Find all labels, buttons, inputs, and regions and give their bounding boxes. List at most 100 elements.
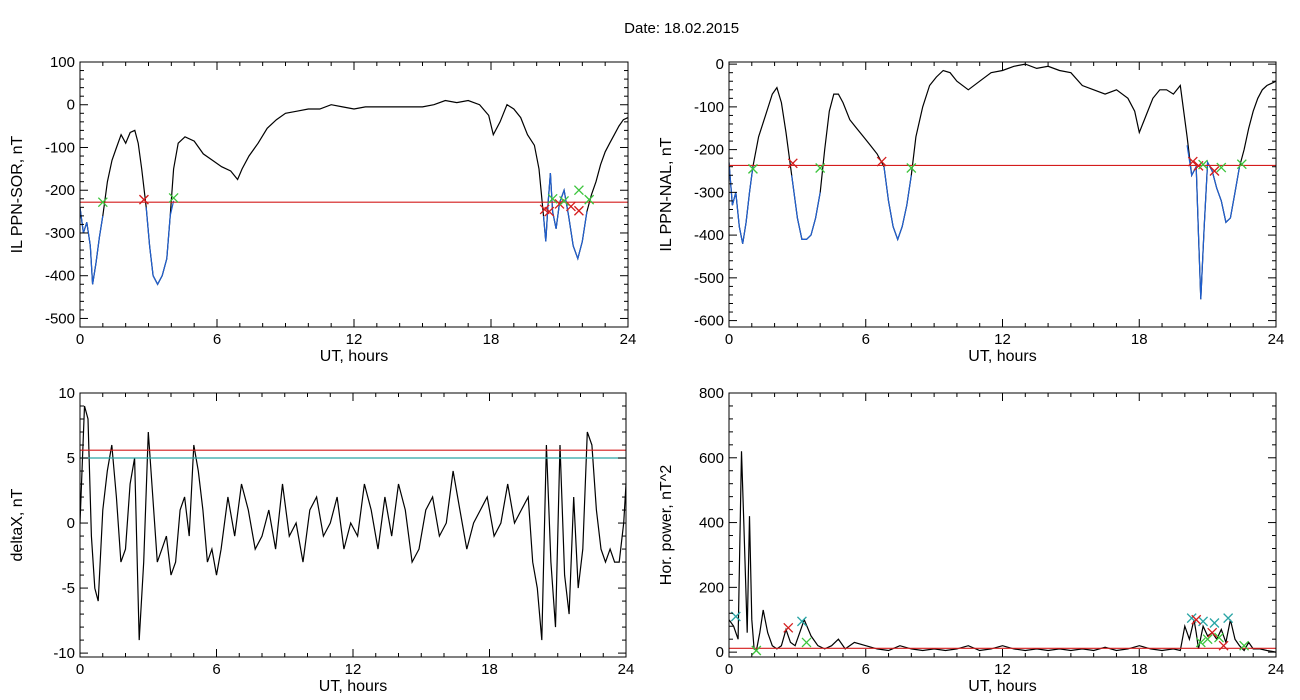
- plot-panel-4: 0 6 12 18 24 0 200 400 600 800 UT, hours Hor. power…: [658, 385, 1284, 695]
- x-axis-title: UT, hours: [968, 678, 1036, 695]
- y-tick-label: -10: [53, 645, 75, 662]
- x-tick-label: 12: [346, 331, 363, 348]
- y-tick-label: -400: [694, 227, 724, 244]
- x-tick-label: 24: [1268, 331, 1285, 348]
- y-tick-label: 10: [58, 385, 75, 402]
- y-tick-label: -5: [62, 580, 75, 597]
- y-tick-label: 0: [67, 97, 75, 114]
- x-tick-label: 6: [862, 331, 870, 348]
- data-point-marker: [573, 185, 584, 196]
- data-point-marker: [747, 163, 758, 174]
- y-axis-title: IL PPN-NAL, nT: [658, 137, 675, 251]
- series-line-4: [883, 166, 912, 242]
- y-tick-label: 400: [699, 515, 724, 532]
- data-point-marker: [1187, 156, 1198, 167]
- data-point-marker: [1214, 632, 1224, 643]
- data-point-marker: [751, 645, 762, 656]
- y-tick-label: -200: [694, 142, 724, 159]
- x-tick-label: 18: [1131, 661, 1148, 678]
- data-point-marker: [1202, 634, 1213, 645]
- data-point-marker: [796, 616, 807, 627]
- data-point-marker: [1195, 637, 1206, 648]
- y-tick-label: -300: [694, 184, 724, 201]
- data-point-marker: [906, 163, 917, 173]
- figure-title-prefix: Date:: [624, 20, 660, 37]
- x-axis-title: UT, hours: [319, 678, 387, 695]
- data-point-marker: [559, 195, 570, 206]
- data-point-marker: [138, 194, 149, 205]
- series-line-1: [80, 99, 628, 286]
- x-tick-label: 6: [212, 661, 220, 678]
- data-point-marker: [565, 201, 576, 212]
- y-tick-label: -400: [45, 268, 75, 285]
- data-point-marker: [815, 163, 826, 173]
- y-tick-label: -100: [45, 139, 75, 156]
- data-point-marker: [1207, 627, 1218, 638]
- plot-panel-3: 0 6 12 18 24 -10 -5 0 5 10 UT, hours deltaX, nT: [9, 385, 634, 695]
- data-point-marker: [1198, 616, 1209, 627]
- data-point-marker: [168, 192, 179, 203]
- data-point-marker: [1216, 162, 1227, 173]
- y-tick-label: -300: [45, 225, 75, 242]
- data-point-marker: [801, 637, 812, 648]
- x-tick-label: 0: [76, 661, 84, 678]
- data-point-marker: [584, 194, 595, 205]
- x-tick-label: 18: [483, 331, 500, 348]
- data-point-marker: [547, 193, 558, 204]
- x-tick-label: 18: [481, 661, 498, 678]
- y-tick-label: 0: [716, 644, 724, 661]
- x-tick-label: 24: [1268, 661, 1285, 678]
- x-tick-label: 0: [725, 661, 733, 678]
- series-line-3: [145, 200, 175, 286]
- series-line-1: [729, 63, 1276, 300]
- data-point-marker: [787, 158, 798, 169]
- series-line-1: [80, 405, 626, 641]
- y-tick-label: 5: [67, 450, 75, 467]
- series-group: [729, 63, 1276, 300]
- x-tick-label: 18: [1131, 331, 1148, 348]
- y-tick-label: 600: [699, 450, 724, 467]
- y-tick-label: -100: [694, 99, 724, 116]
- x-axis-title: UT, hours: [320, 348, 388, 365]
- data-point-marker: [573, 205, 584, 216]
- x-tick-label: 12: [345, 661, 362, 678]
- x-tick-label: 24: [620, 331, 637, 348]
- y-tick-label: 0: [67, 515, 75, 532]
- y-tick-label: -200: [45, 182, 75, 199]
- x-tick-label: 12: [994, 331, 1011, 348]
- x-tick-label: 6: [862, 661, 870, 678]
- data-point-marker: [1198, 159, 1209, 170]
- x-tick-label: 6: [213, 331, 221, 348]
- figure-title-date: 18.02.2015: [664, 20, 739, 37]
- data-point-marker: [783, 622, 794, 633]
- series-line-5: [1186, 145, 1241, 300]
- series-group: [729, 451, 1276, 656]
- data-point-marker: [544, 206, 555, 217]
- data-point-marker: [1218, 640, 1229, 651]
- x-tick-label: 0: [725, 331, 733, 348]
- y-tick-label: 0: [716, 56, 724, 73]
- data-point-marker: [1223, 613, 1234, 624]
- data-point-marker: [1191, 614, 1202, 625]
- x-tick-label: 0: [76, 331, 84, 348]
- y-tick-label: -600: [694, 313, 724, 330]
- y-tick-label: 100: [50, 54, 75, 71]
- series-group: [80, 405, 626, 641]
- y-tick-label: 800: [699, 385, 724, 402]
- data-point-marker: [1209, 618, 1220, 628]
- series-line-1: [729, 451, 1276, 653]
- data-point-marker: [1236, 159, 1247, 170]
- data-point-marker: [554, 198, 565, 209]
- plot-panel-1: 0 6 12 18 24 -500 -400 -300 -200 -100 0 100 UT, hour…: [9, 54, 636, 365]
- data-point-marker: [1209, 166, 1220, 176]
- y-tick-label: -500: [45, 310, 75, 327]
- y-axis-title: deltaX, nT: [9, 488, 26, 561]
- series-line-3: [791, 175, 821, 240]
- y-axis-title: Hor. power, nT^2: [658, 465, 675, 586]
- data-point-marker: [97, 197, 108, 208]
- plot-panel-2: 0 6 12 18 24 -600 -500 -400 -300 -200 -100 0 UT, hou…: [658, 56, 1284, 365]
- y-tick-label: -500: [694, 270, 724, 287]
- series-line-2: [729, 162, 754, 244]
